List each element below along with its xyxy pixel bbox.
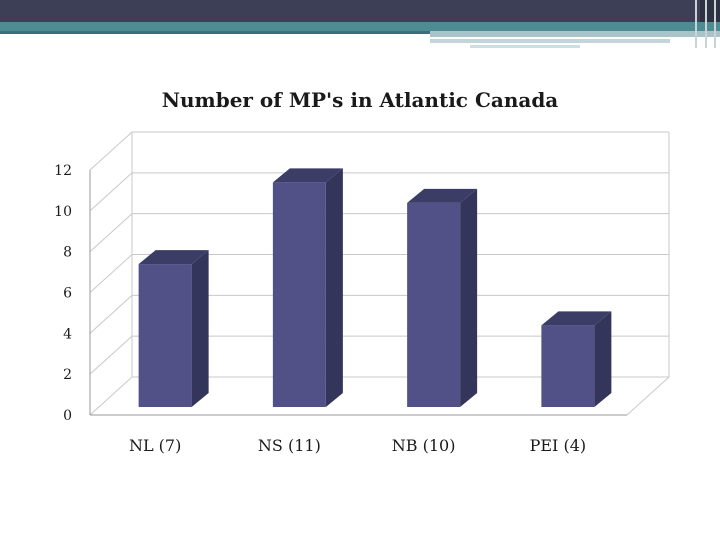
gridline-side: [89, 213, 133, 253]
y-tick-labels: 0 2 4 6 8 10 12: [54, 163, 72, 424]
header-light-band-lower: [430, 39, 670, 43]
y-tick-label: 6: [63, 286, 72, 302]
header-stripe: [695, 0, 697, 48]
header-light-band: [430, 31, 720, 37]
header-teal-band: [0, 22, 720, 31]
bar: [138, 250, 209, 407]
bar-front: [272, 182, 326, 407]
y-tick-label: 10: [54, 204, 72, 220]
bar-side: [594, 311, 612, 407]
header-stripe: [705, 0, 707, 48]
bar-top: [407, 188, 478, 203]
x-tick-label: NB (10): [392, 436, 456, 455]
x-tick-label: PEI (4): [530, 436, 587, 455]
slide-header: [0, 0, 720, 50]
y-tick-label: 8: [63, 245, 72, 261]
bar-side: [191, 250, 209, 407]
y-tick-label: 2: [63, 367, 72, 383]
y-tick-label: 4: [63, 326, 72, 342]
y-tick-label: 12: [54, 163, 72, 179]
header-stripe: [714, 0, 716, 48]
gridline-side: [89, 254, 133, 293]
y-tick-label: 0: [63, 408, 72, 424]
bar-side: [325, 168, 343, 407]
bar-side: [460, 188, 478, 407]
axes: [89, 132, 670, 416]
header-teal-underline: [0, 31, 430, 34]
bar-top: [541, 311, 612, 326]
bar-top: [272, 168, 343, 183]
gridline-side: [89, 376, 133, 416]
header-dark-band: [0, 0, 700, 22]
x-tick-label: NL (7): [129, 436, 181, 455]
bar: [541, 311, 612, 407]
bar-top: [138, 250, 209, 265]
bar-front: [541, 325, 595, 407]
bars: [138, 168, 612, 407]
bar-front: [407, 202, 461, 407]
floor-edge: [626, 376, 670, 416]
gridline-side: [89, 131, 133, 171]
gridline-side: [89, 335, 133, 375]
bar: [272, 168, 343, 407]
bar-front: [138, 264, 192, 407]
gridline-side: [89, 294, 133, 334]
header-light-band-short: [470, 45, 580, 48]
chart-title: Number of MP's in Atlantic Canada: [161, 88, 559, 112]
x-tick-labels: NL (7) NS (11) NB (10) PEI (4): [129, 436, 586, 455]
bar: [407, 188, 478, 407]
x-tick-label: NS (11): [258, 436, 321, 455]
gridline-side: [89, 172, 133, 212]
